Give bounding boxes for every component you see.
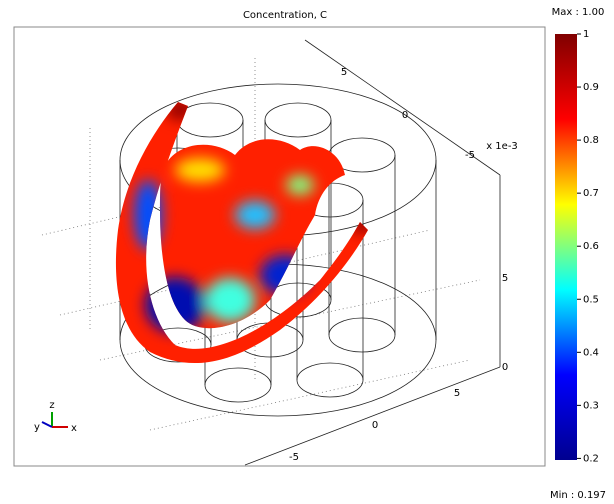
colorbar-tick-label: 0.3 bbox=[583, 400, 599, 411]
colorbar-tick-label: 0.7 bbox=[583, 188, 599, 199]
triad-label: z bbox=[49, 400, 54, 411]
axis-tick-label: -5 bbox=[465, 150, 475, 161]
axis-tick-label: 5 bbox=[502, 273, 508, 284]
colorbar-tick-label: 0.5 bbox=[583, 294, 599, 305]
chart-title: Concentration, C bbox=[243, 10, 327, 21]
colorbar-tick-label: 1 bbox=[583, 29, 589, 40]
axis-tick-label: -5 bbox=[289, 452, 299, 463]
axis-tick-label: 0 bbox=[402, 110, 408, 121]
colorbar bbox=[555, 34, 577, 460]
min-label: Min : 0.197 bbox=[550, 490, 606, 501]
colorbar-tick-label: 0.9 bbox=[583, 82, 599, 93]
colorbar-tick-label: 0.2 bbox=[583, 453, 599, 464]
axis-tick-label: 5 bbox=[341, 67, 347, 78]
triad-label: y bbox=[34, 422, 40, 433]
axis-tick-label: 0 bbox=[372, 420, 378, 431]
axis-tick-label: 5 bbox=[454, 388, 460, 399]
colorbar-tick-label: 0.6 bbox=[583, 241, 599, 252]
max-label: Max : 1.00 bbox=[552, 7, 605, 18]
triad-label: x bbox=[71, 423, 77, 434]
axis-tick-label: 0 bbox=[502, 362, 508, 373]
axis-tick-label: x 1e-3 bbox=[486, 141, 518, 152]
colorbar-tick-label: 0.8 bbox=[583, 135, 599, 146]
chart: Concentration, C bbox=[0, 0, 614, 504]
colorbar-tick-label: 0.4 bbox=[583, 347, 599, 358]
